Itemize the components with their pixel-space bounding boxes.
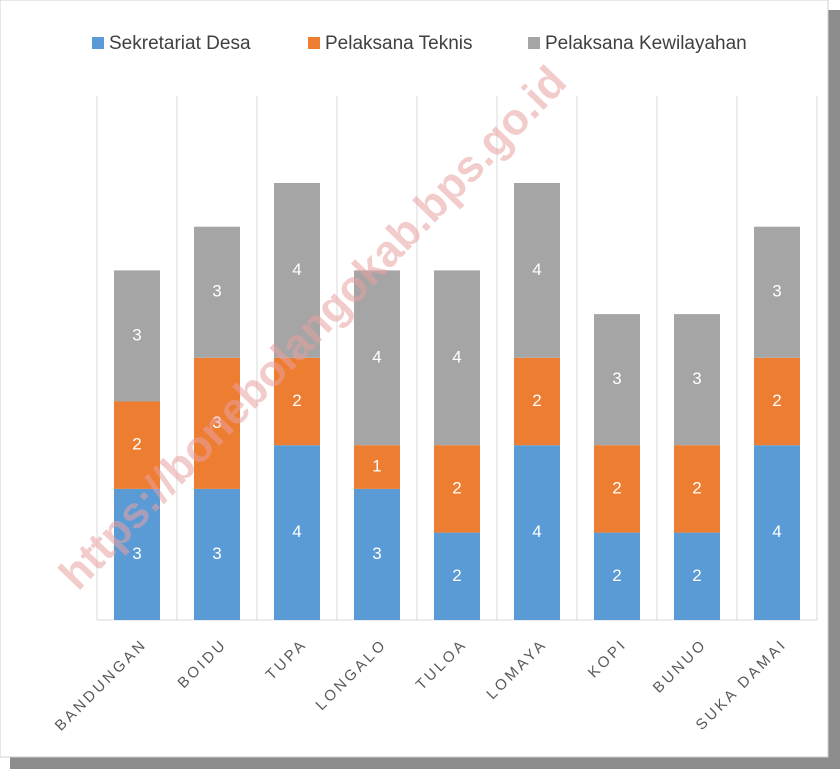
data-label: 4 [532, 260, 541, 279]
legend-swatch [92, 37, 104, 49]
bar-segment [274, 357, 320, 446]
legend-label: Sekretariat Desa [109, 33, 251, 54]
data-label: 2 [692, 478, 701, 497]
data-label: 3 [212, 544, 221, 563]
data-label: 4 [772, 522, 781, 541]
bar-segment [354, 488, 400, 620]
bar-segment [594, 532, 640, 620]
data-label: 3 [372, 544, 381, 563]
bar-segment [114, 270, 160, 402]
bar-segment [754, 226, 800, 358]
legend-swatch [308, 37, 320, 49]
data-label: 3 [132, 325, 141, 344]
data-label: 3 [212, 282, 221, 301]
data-label: 2 [292, 391, 301, 410]
bar-segment [594, 445, 640, 533]
bar-segment [114, 401, 160, 489]
data-label: 3 [132, 544, 141, 563]
bar-segment [194, 226, 240, 358]
data-label: 3 [772, 282, 781, 301]
data-label: 2 [452, 478, 461, 497]
bar-segment [514, 183, 560, 358]
bar-segment [434, 270, 480, 446]
bar-segment [754, 445, 800, 620]
data-label: 2 [772, 391, 781, 410]
bar-segment [434, 532, 480, 620]
bar-segment [114, 488, 160, 620]
data-label: 4 [532, 522, 541, 541]
data-label: 2 [132, 435, 141, 454]
bar-segment [354, 445, 400, 489]
bar-segment [514, 445, 560, 620]
data-label: 2 [692, 566, 701, 585]
bar-segment [674, 314, 720, 446]
legend-label: Pelaksana Kewilayahan [545, 33, 747, 54]
data-label: 2 [612, 566, 621, 585]
data-label: 2 [612, 478, 621, 497]
data-label: 4 [292, 522, 301, 541]
data-label: 3 [212, 413, 221, 432]
bar-segment [514, 357, 560, 446]
bar-segment [594, 314, 640, 446]
bar-segment [434, 445, 480, 533]
data-label: 4 [292, 260, 301, 279]
bar-segment [674, 445, 720, 533]
data-label: 4 [452, 347, 461, 366]
bar-segment [274, 183, 320, 358]
data-label: 1 [372, 457, 381, 476]
data-label: 3 [692, 369, 701, 388]
bar-segment [274, 445, 320, 620]
bar-segment [754, 357, 800, 446]
legend-swatch [528, 37, 540, 49]
legend-label: Pelaksana Teknis [325, 33, 473, 54]
data-label: 4 [372, 347, 381, 366]
bar-segment [194, 488, 240, 620]
data-label: 2 [532, 391, 541, 410]
bar-segment [354, 270, 400, 446]
data-label: 2 [452, 566, 461, 585]
bar-segment [674, 532, 720, 620]
data-label: 3 [612, 369, 621, 388]
bar-segment [194, 357, 240, 489]
